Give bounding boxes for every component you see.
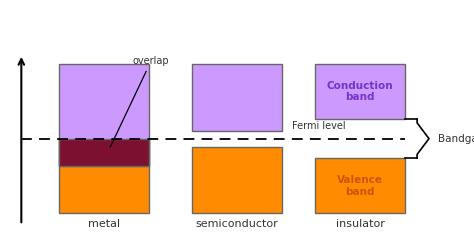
Text: Valence
band: Valence band bbox=[337, 175, 383, 197]
Bar bbox=[192, 146, 282, 213]
Bar bbox=[315, 158, 405, 213]
Text: Conduction
band: Conduction band bbox=[327, 81, 393, 102]
Bar bbox=[59, 139, 149, 213]
Bar bbox=[192, 64, 282, 131]
Text: Bandgap: Bandgap bbox=[438, 134, 474, 144]
Bar bbox=[59, 139, 149, 166]
Text: FERMI ENERGY: FERMI ENERGY bbox=[162, 11, 312, 29]
Text: overlap: overlap bbox=[110, 56, 169, 147]
Text: metal: metal bbox=[88, 219, 120, 229]
Bar bbox=[315, 64, 405, 119]
Text: Fermi level: Fermi level bbox=[292, 121, 345, 131]
Text: semiconductor: semiconductor bbox=[196, 219, 278, 229]
Text: insulator: insulator bbox=[336, 219, 385, 229]
Bar bbox=[59, 64, 149, 166]
